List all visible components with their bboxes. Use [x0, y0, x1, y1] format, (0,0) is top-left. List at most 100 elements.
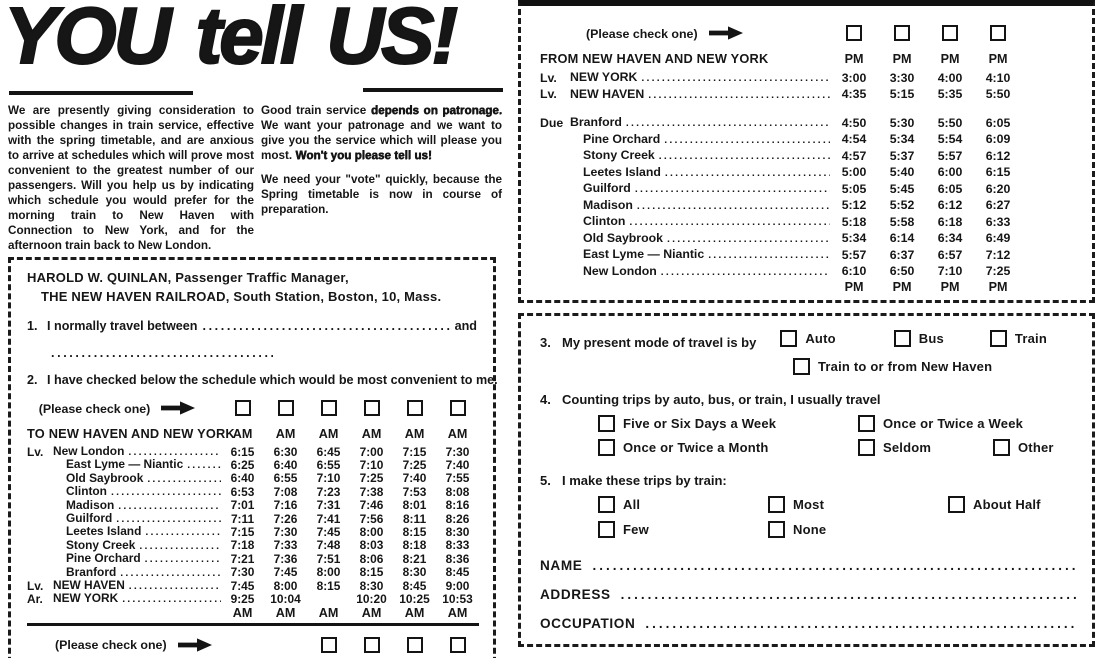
option-none[interactable]: None: [768, 521, 826, 538]
schedule-choice-checkbox[interactable]: [363, 400, 380, 417]
option-few[interactable]: Few: [598, 521, 768, 538]
dot-leader: ........................................…: [147, 472, 221, 485]
option-seldom[interactable]: Seldom: [858, 439, 993, 456]
option-other[interactable]: Other: [993, 439, 1054, 456]
checkbox-icon[interactable]: [598, 496, 615, 513]
travel-between-blank-2[interactable]: ........................................…: [51, 346, 273, 360]
option-about-half[interactable]: About Half: [948, 496, 1041, 513]
time-cell: 8:36: [445, 551, 470, 566]
table-header-row: TO NEW HAVEN AND NEW YORK AM AM AM AM AM…: [27, 422, 479, 445]
name-input-line[interactable]: ........................................…: [592, 558, 1076, 573]
time-cell: 3:30: [889, 70, 915, 85]
section-divider: [27, 622, 479, 626]
option-bus[interactable]: Bus: [893, 330, 944, 347]
time-cell: 7:10: [359, 457, 384, 472]
question-3: 3. My present mode of travel is by Auto …: [540, 330, 1047, 350]
time-cell: 5:12: [841, 198, 867, 212]
time-cell: 6:12: [937, 198, 963, 212]
schedule-row: Lv. NEW YORK.............................…: [540, 70, 1022, 87]
dot-leader: ........................................…: [629, 216, 830, 228]
schedule-row: Guilford................................…: [540, 181, 1022, 198]
checkbox-icon[interactable]: [598, 521, 615, 538]
dot-leader: ........................................…: [128, 446, 221, 458]
checkbox-icon[interactable]: [768, 496, 785, 513]
schedule-choice-checkbox[interactable]: [320, 637, 337, 654]
time-cell: 7:10: [316, 471, 341, 486]
addressee-name: HAROLD W. QUINLAN, Passenger Traffic Man…: [27, 270, 349, 285]
time-cell: 8:30: [402, 565, 427, 580]
time-cell: 3:00: [841, 70, 867, 85]
option-all[interactable]: All: [598, 496, 768, 513]
schedule-choice-checkbox[interactable]: [449, 400, 466, 417]
option-once-or-twice-a-month[interactable]: Once or Twice a Month: [598, 439, 858, 456]
time-cell: 7:55: [445, 471, 470, 486]
checkbox-icon[interactable]: [598, 439, 615, 456]
schedule-choice-checkbox[interactable]: [990, 25, 1007, 42]
schedule-row: Pine Orchard............................…: [27, 552, 479, 565]
checkbox-icon[interactable]: [793, 358, 810, 375]
time-cell: 6:50: [889, 264, 915, 278]
option-once-or-twice-a-week[interactable]: Once or Twice a Week: [858, 415, 1023, 432]
station-name: Guilford: [583, 181, 631, 195]
option-auto[interactable]: Auto: [780, 330, 836, 347]
please-check-label: (Please check one): [38, 401, 151, 416]
time-cell: 9:25: [230, 591, 255, 606]
option-train[interactable]: Train: [989, 330, 1047, 347]
time-cell: 7:30: [230, 565, 255, 580]
time-cell: 6:57: [937, 247, 963, 262]
checkbox-icon[interactable]: [993, 439, 1010, 456]
occupation-input-line[interactable]: ........................................…: [645, 616, 1076, 631]
name-label: NAME: [540, 558, 583, 573]
time-cell: 8:30: [359, 578, 384, 593]
time-cell: 6:30: [273, 444, 298, 459]
time-cell: [307, 592, 350, 605]
schedule-choice-checkbox[interactable]: [894, 25, 911, 42]
time-cell: 7:12: [985, 247, 1011, 262]
schedule-choice-checkbox[interactable]: [363, 637, 380, 654]
schedule-choice-checkbox[interactable]: [277, 400, 294, 417]
option-five-or-six-days-a-week[interactable]: Five or Six Days a Week: [598, 415, 858, 432]
time-cell: 6:33: [985, 214, 1011, 229]
checkbox-icon[interactable]: [768, 521, 785, 538]
time-cell: 8:33: [445, 538, 470, 553]
questions-panel: 3. My present mode of travel is by Auto …: [518, 313, 1095, 647]
headline-underline-right: [363, 88, 503, 92]
time-cell: 5:50: [985, 87, 1011, 101]
checkbox-icon[interactable]: [858, 439, 875, 456]
schedule-choice-checkbox[interactable]: [942, 25, 959, 42]
station-name: Stony Creek: [66, 538, 136, 552]
time-cell: 7:36: [273, 551, 298, 566]
time-cell: 4:50: [841, 115, 867, 130]
schedule-row: Leetes Island...........................…: [540, 165, 1022, 182]
dot-leader: ........................................…: [144, 553, 222, 566]
station-name: New London: [583, 263, 657, 278]
evening-table-title: FROM NEW HAVEN AND NEW YORK: [540, 51, 769, 66]
table-footer-row: PM PM PM PM: [844, 280, 1008, 294]
checkbox-icon[interactable]: [893, 330, 911, 347]
schedule-choice-checkbox[interactable]: [320, 400, 337, 417]
travel-between-blank[interactable]: ........................................…: [202, 319, 450, 333]
address-input-line[interactable]: ........................................…: [620, 587, 1076, 602]
time-cell: 5:34: [889, 132, 915, 146]
time-cell: 7:16: [273, 498, 298, 513]
option-train-to-or-from-new-haven[interactable]: Train to or from New Haven: [793, 358, 992, 375]
time-cell: 6:55: [316, 457, 341, 472]
time-cell: 6:40: [230, 471, 255, 486]
checkbox-icon[interactable]: [858, 415, 875, 432]
checkbox-icon[interactable]: [989, 330, 1007, 347]
checkbox-icon[interactable]: [948, 496, 965, 513]
time-cell: 6:00: [937, 165, 963, 179]
option-most[interactable]: Most: [768, 496, 948, 513]
time-cell: 6:20: [985, 181, 1011, 196]
schedule-row: Stony Creek.............................…: [27, 539, 479, 552]
schedule-choice-checkbox[interactable]: [449, 637, 466, 654]
schedule-choice-checkbox[interactable]: [234, 400, 251, 417]
checkbox-icon[interactable]: [780, 330, 798, 347]
schedule-row: Branford................................…: [27, 566, 479, 579]
schedule-choice-checkbox[interactable]: [406, 400, 423, 417]
addressee-company: THE NEW HAVEN RAILROAD, South Station, B…: [41, 289, 442, 304]
schedule-choice-checkbox[interactable]: [846, 25, 863, 42]
schedule-choice-checkbox[interactable]: [406, 637, 423, 654]
station-name: Madison: [583, 197, 633, 212]
checkbox-icon[interactable]: [598, 415, 615, 432]
